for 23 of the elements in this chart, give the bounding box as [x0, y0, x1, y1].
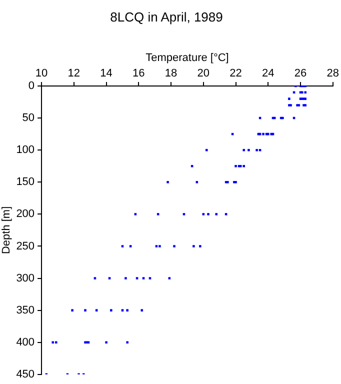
y-axis-title: Depth [m] — [0, 206, 13, 254]
y-tick-label: 150 — [16, 176, 35, 188]
y-tick-label: 200 — [16, 208, 35, 220]
x-tick-label: 16 — [132, 67, 145, 80]
y-tick-label: 50 — [22, 112, 35, 124]
y-tick-label: 300 — [16, 272, 35, 284]
x-tick-label: 22 — [230, 67, 242, 80]
x-tick-label: 12 — [68, 67, 80, 80]
x-tick-label: 14 — [100, 67, 112, 80]
x-tick-label: 18 — [164, 67, 178, 80]
x-tick-label: 24 — [262, 67, 274, 80]
y-tick-label: 400 — [16, 336, 35, 348]
x-axis-title: Temperature [°C] — [146, 52, 229, 64]
x-tick-label: 28 — [326, 67, 340, 80]
x-tick-label: 10 — [35, 67, 48, 80]
y-tick-label: 250 — [16, 240, 35, 252]
x-tick-label: 26 — [294, 67, 307, 80]
y-tick-label: 0 — [28, 80, 35, 92]
y-tick-label: 350 — [16, 304, 35, 316]
y-tick-label: 100 — [16, 144, 35, 156]
x-tick-label: 20 — [197, 67, 210, 80]
y-tick-label: 450 — [16, 368, 35, 380]
chart-title: 8LCQ in April, 1989 — [110, 9, 223, 24]
